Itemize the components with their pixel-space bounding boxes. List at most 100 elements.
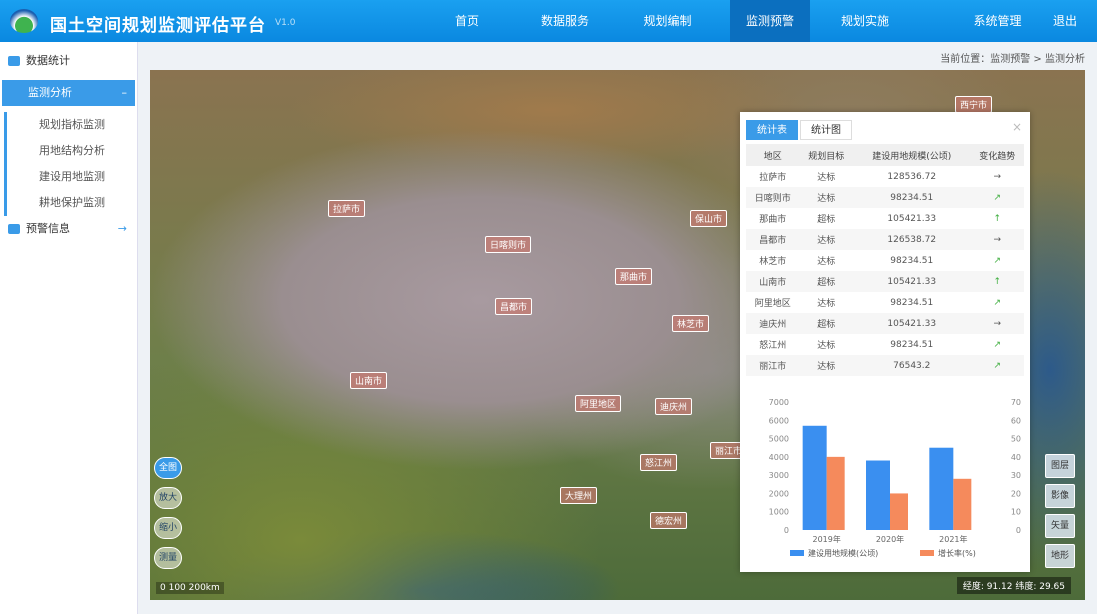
y-tick-label-right: 70: [1011, 398, 1021, 407]
column-header: 变化趋势: [970, 144, 1024, 166]
table-cell: 达标: [799, 229, 854, 250]
table-cell: ↑: [970, 271, 1024, 292]
arrow-icon: →: [117, 222, 127, 235]
close-icon[interactable]: ×: [1011, 120, 1022, 134]
table-cell: ↗: [993, 297, 1001, 308]
table-cell: 98234.51: [890, 255, 934, 266]
nav-monitor[interactable]: 监测预警: [730, 0, 810, 42]
table-row[interactable]: 那曲市 超标 105421.33 ↑: [746, 208, 1024, 229]
map-label[interactable]: 林芝市: [672, 315, 710, 332]
layer-button[interactable]: 图层: [1045, 454, 1075, 478]
table-cell: 超标: [799, 313, 854, 334]
y-tick-label-right: 0: [1016, 526, 1021, 535]
sidebar-subitem[interactable]: 用地结构分析: [4, 138, 137, 164]
sidebar-subitem[interactable]: 耕地保护监测: [4, 190, 137, 216]
sidebar-subitem[interactable]: 规划指标监测: [4, 112, 137, 138]
vector-button[interactable]: 矢量: [1045, 514, 1075, 538]
map-label[interactable]: 那曲市: [615, 268, 653, 285]
map-label[interactable]: 昌都市: [495, 298, 533, 315]
header: 国土空间规划监测评估平台 V1.0 首页 数据服务 规划编制 监测预警 规划实施…: [0, 0, 1097, 42]
tab-chart[interactable]: 统计图: [800, 120, 852, 140]
sidebar-item-warning[interactable]: 预警信息 →: [0, 216, 137, 242]
bar-3-orange: [953, 478, 972, 530]
y-tick-label-left: 2000: [769, 489, 789, 498]
logo: [10, 9, 38, 33]
breadcrumb: 当前位置：监测预警 > 监测分析: [940, 54, 1085, 65]
map-label[interactable]: 怒江州: [640, 454, 678, 471]
y-tick-label-left: 7000: [769, 398, 789, 407]
nav-system[interactable]: 系统管理: [973, 14, 1022, 28]
table-row[interactable]: 迪庆州 超标 105421.33 →: [746, 313, 1024, 334]
table-cell: 超标: [799, 271, 854, 292]
scale-bar: 0 100 200km: [156, 582, 224, 594]
table-cell: 阿里地区: [754, 299, 791, 309]
bar-1-orange: [826, 456, 845, 530]
table-cell: 达标: [799, 187, 854, 208]
table-cell: →: [970, 313, 1024, 334]
table-cell: →: [993, 171, 1001, 182]
table-row[interactable]: 阿里地区 达标 98234.51 ↗: [746, 292, 1024, 313]
table-cell: 怒江州: [759, 341, 787, 351]
map-label[interactable]: 丽江市: [710, 442, 748, 459]
legend-swatch-orange: [920, 550, 934, 556]
table-cell: 迪庆州: [746, 313, 800, 334]
table-row[interactable]: 拉萨市 达标 128536.72 →: [746, 166, 1024, 187]
zoom-out-button[interactable]: 缩小: [154, 517, 182, 539]
sidebar-item-stats[interactable]: 数据统计: [0, 48, 137, 74]
table-row[interactable]: 丽江市 达标 76543.2 ↗: [746, 355, 1024, 376]
column-header: 规划目标: [799, 144, 854, 166]
app-title: 国土空间规划监测评估平台: [50, 16, 266, 36]
table-cell: 126538.72: [853, 229, 971, 250]
map-label[interactable]: 迪庆州: [655, 398, 693, 415]
terrain-button[interactable]: 地形: [1045, 544, 1075, 568]
table-cell: 林芝市: [759, 257, 787, 267]
table-cell: 达标: [817, 299, 836, 309]
sidebar-item-label: 监测分析: [28, 86, 72, 99]
y-tick-label-right: 10: [1011, 508, 1021, 517]
nav-home[interactable]: 首页: [455, 14, 480, 28]
table-cell: 拉萨市: [759, 173, 787, 183]
x-tick-label: 2019年: [812, 534, 840, 544]
full-extent-button[interactable]: 全图: [154, 457, 182, 479]
map-label[interactable]: 山南市: [350, 372, 388, 389]
logout-button[interactable]: 退出: [1052, 14, 1077, 28]
map-label[interactable]: 拉萨市: [328, 200, 366, 217]
imagery-button[interactable]: 影像: [1045, 484, 1075, 508]
sidebar-item-analysis[interactable]: 监测分析 –: [2, 80, 135, 106]
bar-chart: 0 1000 2000 3000 4000 5000 6000 7000 0 10 20 30 40 50…: [769, 398, 1021, 558]
nav-plan[interactable]: 规划编制: [643, 14, 692, 28]
sidebar-item-label: 预警信息: [26, 222, 70, 235]
map-label[interactable]: 保山市: [690, 210, 728, 227]
table-cell: 日喀则市: [746, 187, 800, 208]
nav-data[interactable]: 数据服务: [540, 14, 589, 28]
warning-icon: [8, 224, 20, 234]
zoom-in-button[interactable]: 放大: [154, 487, 182, 509]
table-row[interactable]: 山南市 超标 105421.33 ↑: [746, 271, 1024, 292]
table-cell: 105421.33: [853, 271, 971, 292]
table-cell: →: [970, 229, 1024, 250]
y-tick-label-left: 1000: [769, 508, 789, 517]
table-cell: ↑: [993, 213, 1001, 224]
table-cell: ↗: [993, 255, 1001, 266]
y-tick-label-right: 30: [1011, 471, 1021, 480]
tab-table[interactable]: 统计表: [746, 120, 798, 140]
bar-1-blue: [802, 425, 827, 530]
sidebar-item-label: 数据统计: [26, 54, 70, 67]
map-label[interactable]: 阿里地区: [575, 395, 622, 412]
map-label[interactable]: 日喀则市: [485, 236, 532, 253]
y-tick-label-left: 0: [784, 526, 789, 535]
table-cell: 山南市: [746, 271, 800, 292]
table-cell: 98234.51: [890, 339, 934, 350]
nav-implement[interactable]: 规划实施: [840, 14, 889, 28]
table-row[interactable]: 昌都市 达标 126538.72 →: [746, 229, 1024, 250]
table-row[interactable]: 林芝市 达标 98234.51 ↗: [746, 250, 1024, 271]
table-row[interactable]: 日喀则市 达标 98234.51 ↗: [746, 187, 1024, 208]
measure-button[interactable]: 测量: [154, 547, 182, 569]
table-row[interactable]: 怒江州 达标 98234.51 ↗: [746, 334, 1024, 355]
y-tick-label-left: 3000: [769, 471, 789, 480]
map-label[interactable]: 德宏州: [650, 512, 688, 529]
map-label[interactable]: 大理州: [560, 487, 598, 504]
map-label[interactable]: 西宁市: [955, 96, 993, 113]
table-cell: 达标: [799, 355, 854, 376]
sidebar-subitem[interactable]: 建设用地监测: [4, 164, 137, 190]
